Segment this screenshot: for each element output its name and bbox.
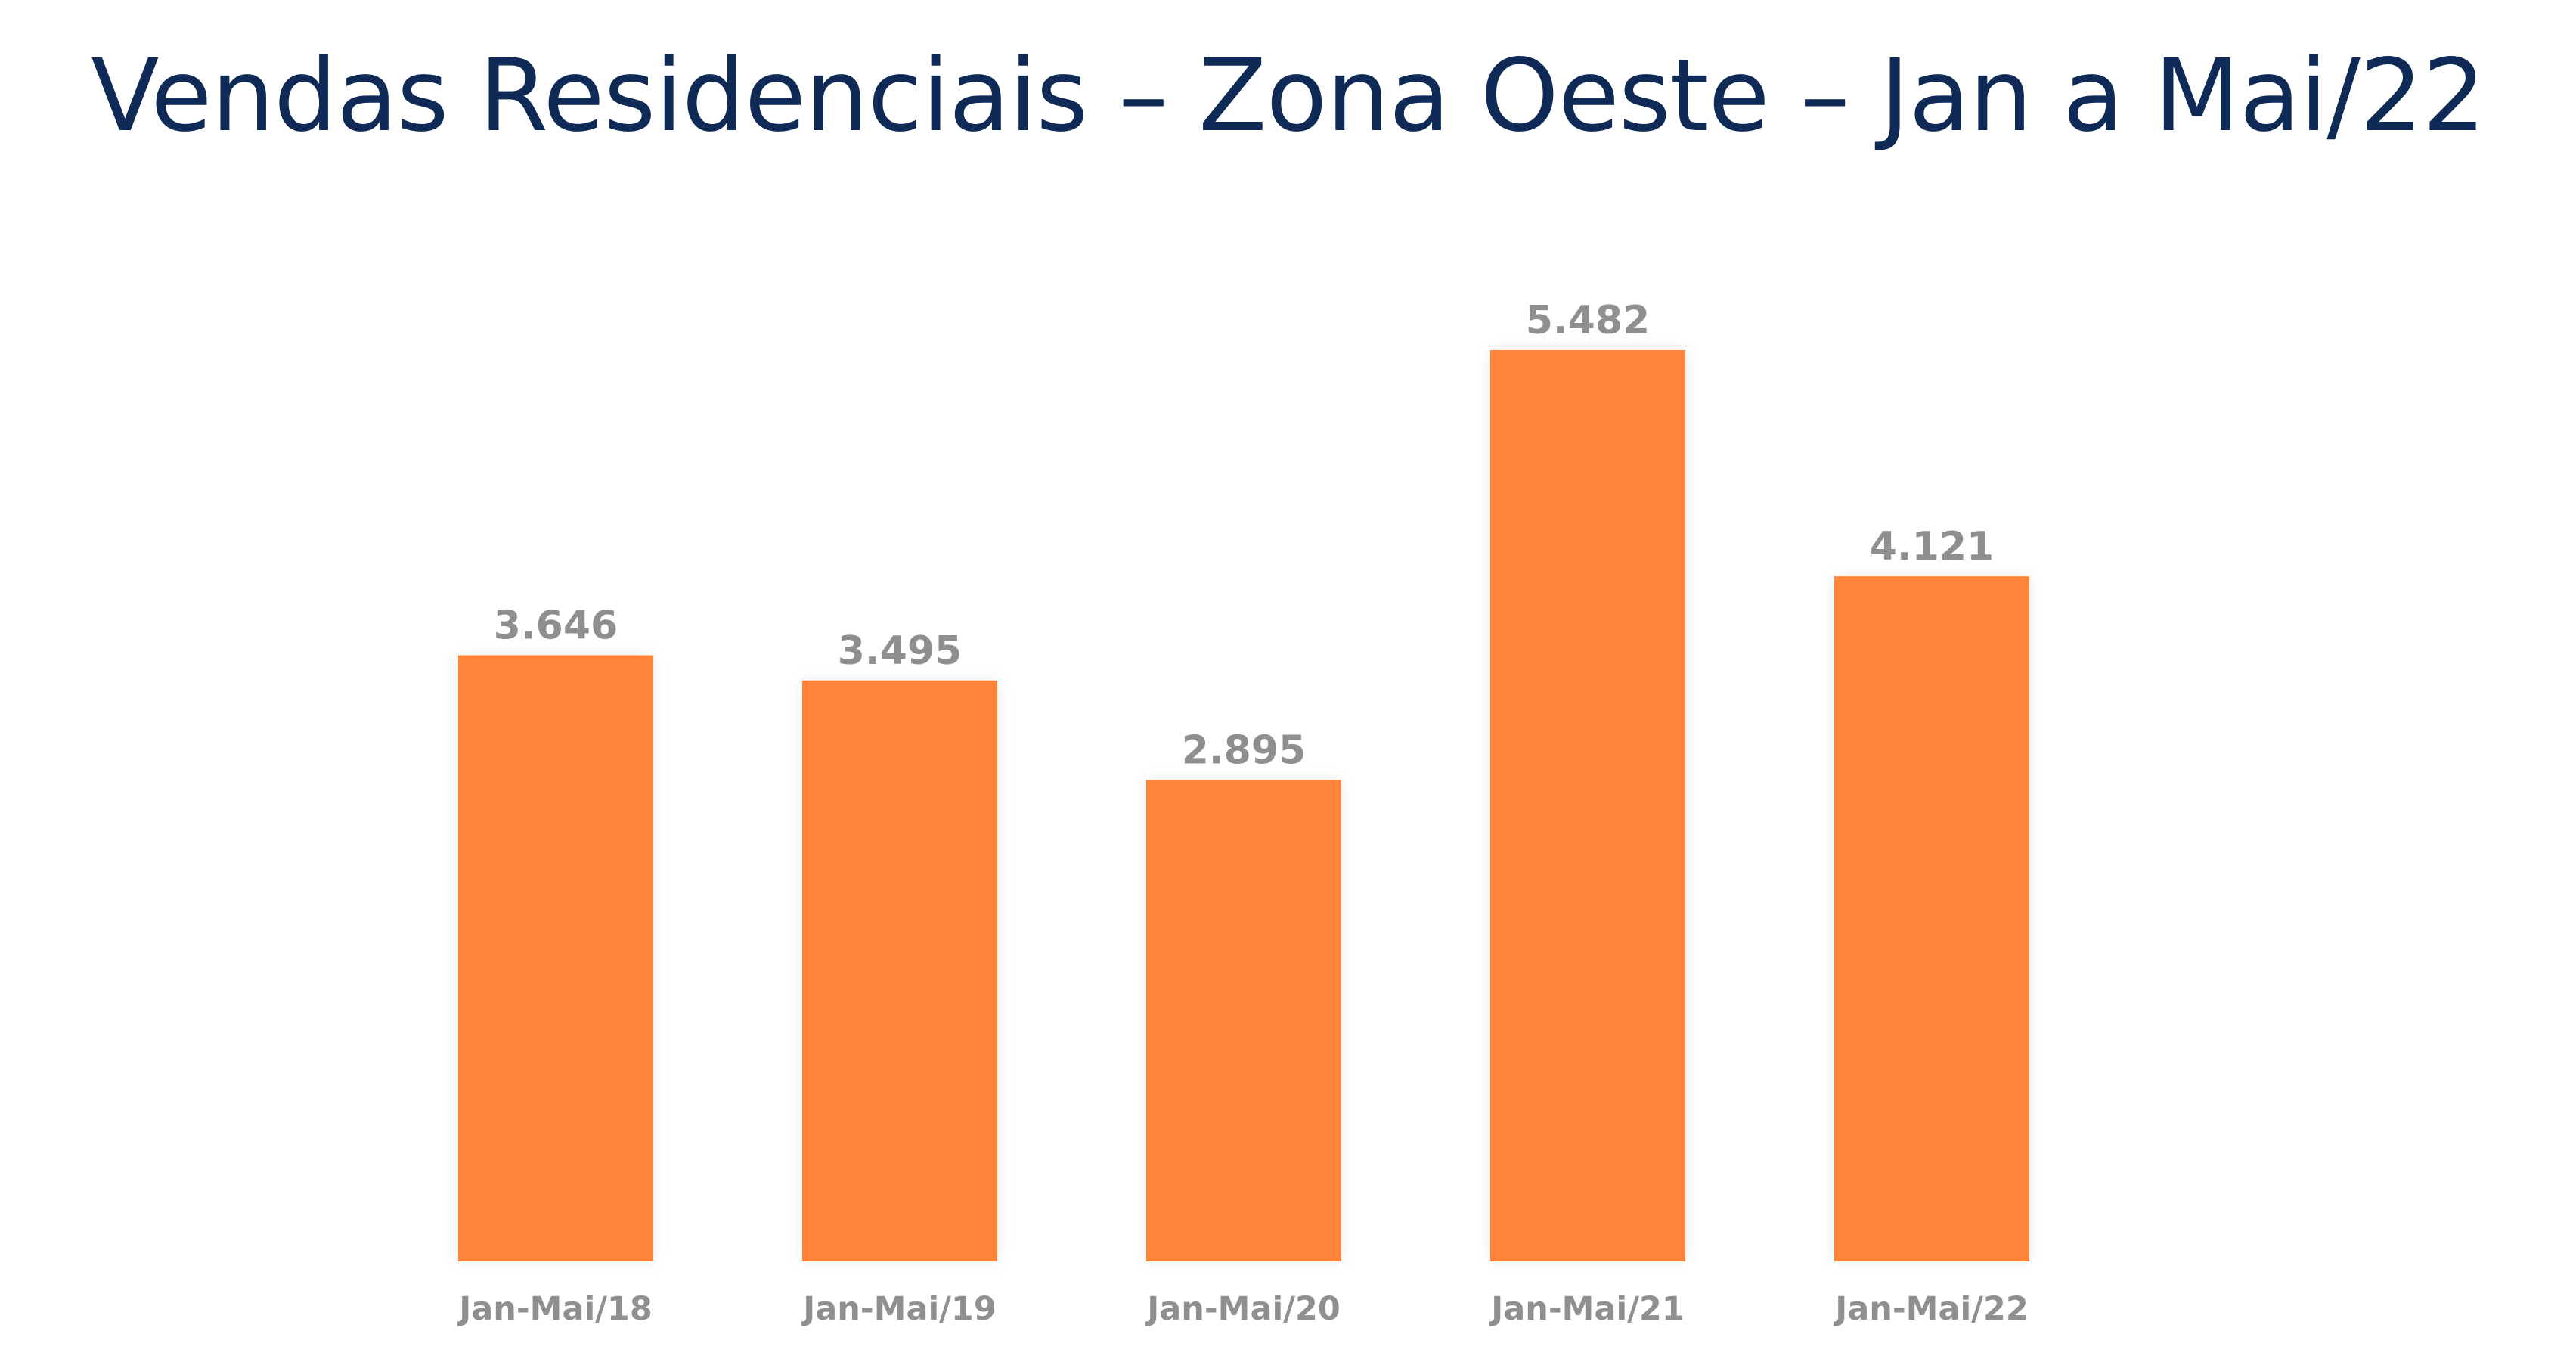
bar-jan-mai-22 xyxy=(1834,576,2029,1261)
data-label: 2.895 xyxy=(1182,728,1306,774)
data-label: 4.121 xyxy=(1870,524,1994,569)
x-tick-label: Jan-Mai/19 xyxy=(801,1290,997,1328)
x-tick-label: Jan-Mai/22 xyxy=(1833,1290,2029,1328)
x-tick-label: Jan-Mai/21 xyxy=(1489,1290,1685,1328)
data-label: 3.646 xyxy=(494,603,618,649)
bar-jan-mai-21 xyxy=(1490,350,1685,1261)
value-labels-group: 3.646 3.495 2.895 5.482 4.121 xyxy=(494,298,1994,774)
x-tick-labels-group: Jan-Mai/18 Jan-Mai/19 Jan-Mai/20 Jan-Mai/21… xyxy=(457,1290,2029,1328)
x-tick-label: Jan-Mai/20 xyxy=(1145,1290,1341,1328)
x-tick-label: Jan-Mai/18 xyxy=(457,1290,653,1328)
bars-group xyxy=(458,350,2029,1261)
bar-jan-mai-20 xyxy=(1146,780,1341,1261)
data-label: 5.482 xyxy=(1526,298,1650,343)
bar-jan-mai-19 xyxy=(802,680,997,1261)
data-label: 3.495 xyxy=(838,628,962,674)
chart-title: Vendas Residenciais – Zona Oeste – Jan a… xyxy=(91,38,2486,154)
bar-jan-mai-18 xyxy=(458,655,653,1261)
